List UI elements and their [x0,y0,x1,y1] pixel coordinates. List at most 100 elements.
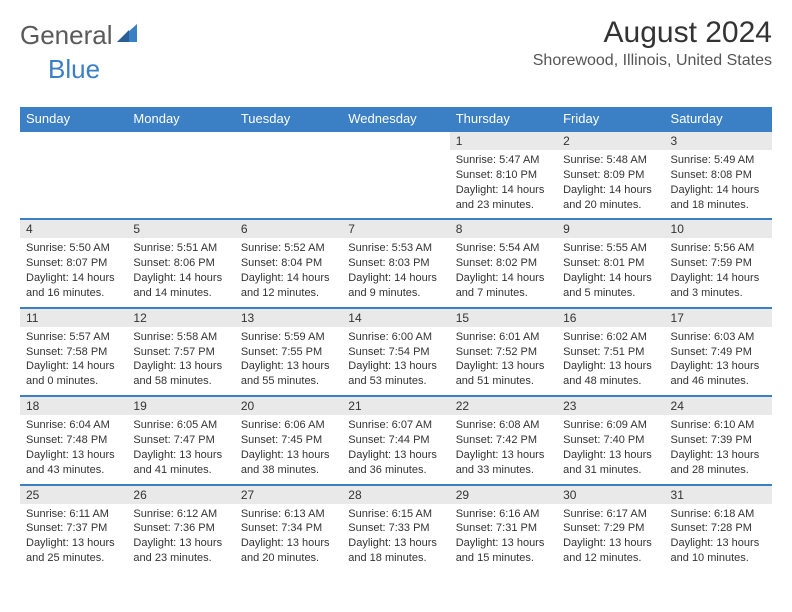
calendar-body: 1Sunrise: 5:47 AMSunset: 8:10 PMDaylight… [20,131,772,572]
sunrise-line: Sunrise: 6:04 AM [26,418,121,433]
calendar-day-cell: 9Sunrise: 5:55 AMSunset: 8:01 PMDaylight… [557,219,664,307]
daylight-line: Daylight: 13 hours and 33 minutes. [456,448,551,478]
day-content: Sunrise: 6:07 AMSunset: 7:44 PMDaylight:… [342,415,449,483]
day-content: Sunrise: 6:02 AMSunset: 7:51 PMDaylight:… [557,327,664,395]
calendar-day-cell: 7 Sunrise: 5:53 AMSunset: 8:03 PMDaylight… [342,219,449,307]
weekday-header: Monday [127,107,234,131]
day-content: Sunrise: 5:50 AMSunset: 8:07 PMDaylight:… [20,238,127,306]
calendar-day-cell: 1Sunrise: 5:47 AMSunset: 8:10 PMDaylight… [450,131,557,219]
day-content: Sunrise: 5:59 AMSunset: 7:55 PMDaylight:… [235,327,342,395]
sunset-line: Sunset: 8:04 PM [241,256,336,271]
sunrise-line: Sunrise: 5:59 AM [241,330,336,345]
calendar-day-cell: 10Sunrise: 5:56 AMSunset: 7:59 PMDayligh… [665,219,772,307]
day-number: 26 [127,486,234,504]
calendar-day-cell [342,131,449,219]
calendar-week-row: 1Sunrise: 5:47 AMSunset: 8:10 PMDaylight… [20,131,772,219]
sunrise-line: Sunrise: 5:53 AM [348,241,443,256]
calendar-day-cell: 16Sunrise: 6:02 AMSunset: 7:51 PMDayligh… [557,308,664,396]
day-content: Sunrise: 6:10 AMSunset: 7:39 PMDaylight:… [665,415,772,483]
calendar-day-cell: 31Sunrise: 6:18 AMSunset: 7:28 PMDayligh… [665,485,772,572]
day-content: Sunrise: 6:12 AMSunset: 7:36 PMDaylight:… [127,504,234,572]
calendar-day-cell: 27Sunrise: 6:13 AMSunset: 7:34 PMDayligh… [235,485,342,572]
sunrise-line: Sunrise: 6:09 AM [563,418,658,433]
day-content: Sunrise: 6:13 AMSunset: 7:34 PMDaylight:… [235,504,342,572]
day-number: 31 [665,486,772,504]
day-number: 16 [557,309,664,327]
sunrise-line: Sunrise: 5:50 AM [26,241,121,256]
sunset-line: Sunset: 8:03 PM [348,256,443,271]
daylight-line: Daylight: 13 hours and 20 minutes. [241,536,336,566]
sunset-line: Sunset: 7:33 PM [348,521,443,536]
day-content: Sunrise: 6:06 AMSunset: 7:45 PMDaylight:… [235,415,342,483]
sunset-line: Sunset: 8:07 PM [26,256,121,271]
weekday-header: Thursday [450,107,557,131]
calendar-day-cell: 3Sunrise: 5:49 AMSunset: 8:08 PMDaylight… [665,131,772,219]
sunset-line: Sunset: 7:55 PM [241,345,336,360]
daylight-line: Daylight: 14 hours and 5 minutes. [563,271,658,301]
calendar-day-cell: 21Sunrise: 6:07 AMSunset: 7:44 PMDayligh… [342,396,449,484]
sunrise-line: Sunrise: 6:05 AM [133,418,228,433]
day-number: 23 [557,397,664,415]
day-number: 24 [665,397,772,415]
sunrise-line: Sunrise: 6:01 AM [456,330,551,345]
calendar-day-cell [235,131,342,219]
weekday-header: Sunday [20,107,127,131]
day-number: 14 [342,309,449,327]
day-number: 27 [235,486,342,504]
day-number: 2 [557,132,664,150]
sunrise-line: Sunrise: 5:52 AM [241,241,336,256]
day-content: Sunrise: 5:54 AMSunset: 8:02 PMDaylight:… [450,238,557,306]
daylight-line: Daylight: 14 hours and 7 minutes. [456,271,551,301]
sunrise-line: Sunrise: 6:07 AM [348,418,443,433]
sunrise-line: Sunrise: 6:10 AM [671,418,766,433]
daylight-line: Daylight: 14 hours and 9 minutes. [348,271,443,301]
sunset-line: Sunset: 7:29 PM [563,521,658,536]
sunset-line: Sunset: 8:10 PM [456,168,551,183]
sunrise-line: Sunrise: 5:56 AM [671,241,766,256]
daylight-line: Daylight: 13 hours and 12 minutes. [563,536,658,566]
sunset-line: Sunset: 7:39 PM [671,433,766,448]
sunset-line: Sunset: 7:58 PM [26,345,121,360]
logo: General [20,16,141,51]
sunrise-line: Sunrise: 6:12 AM [133,507,228,522]
day-number: 19 [127,397,234,415]
day-content: Sunrise: 6:11 AMSunset: 7:37 PMDaylight:… [20,504,127,572]
daylight-line: Daylight: 14 hours and 18 minutes. [671,183,766,213]
sunset-line: Sunset: 8:01 PM [563,256,658,271]
day-number: 15 [450,309,557,327]
day-number: 22 [450,397,557,415]
sunrise-line: Sunrise: 6:18 AM [671,507,766,522]
day-content: Sunrise: 5:52 AMSunset: 8:04 PMDaylight:… [235,238,342,306]
weekday-header: Saturday [665,107,772,131]
day-number: 5 [127,220,234,238]
sunrise-line: Sunrise: 5:51 AM [133,241,228,256]
day-content: Sunrise: 6:03 AMSunset: 7:49 PMDaylight:… [665,327,772,395]
sunrise-line: Sunrise: 5:48 AM [563,153,658,168]
sunrise-line: Sunrise: 5:49 AM [671,153,766,168]
day-number: 21 [342,397,449,415]
daylight-line: Daylight: 13 hours and 41 minutes. [133,448,228,478]
day-number: 4 [20,220,127,238]
sunset-line: Sunset: 8:08 PM [671,168,766,183]
day-content: Sunrise: 6:08 AMSunset: 7:42 PMDaylight:… [450,415,557,483]
daylight-line: Daylight: 13 hours and 10 minutes. [671,536,766,566]
calendar-day-cell: 20Sunrise: 6:06 AMSunset: 7:45 PMDayligh… [235,396,342,484]
day-content: Sunrise: 6:05 AMSunset: 7:47 PMDaylight:… [127,415,234,483]
sunset-line: Sunset: 7:47 PM [133,433,228,448]
day-content: Sunrise: 6:00 AMSunset: 7:54 PMDaylight:… [342,327,449,395]
sunset-line: Sunset: 7:49 PM [671,345,766,360]
day-number: 7 [342,220,449,238]
calendar-day-cell: 23Sunrise: 6:09 AMSunset: 7:40 PMDayligh… [557,396,664,484]
sunrise-line: Sunrise: 6:06 AM [241,418,336,433]
sunrise-line: Sunrise: 6:13 AM [241,507,336,522]
sunset-line: Sunset: 7:54 PM [348,345,443,360]
sunset-line: Sunset: 7:48 PM [26,433,121,448]
calendar-week-row: 18Sunrise: 6:04 AMSunset: 7:48 PMDayligh… [20,396,772,484]
calendar-week-row: 4Sunrise: 5:50 AMSunset: 8:07 PMDaylight… [20,219,772,307]
sunrise-line: Sunrise: 6:02 AM [563,330,658,345]
daylight-line: Daylight: 13 hours and 43 minutes. [26,448,121,478]
day-number: 25 [20,486,127,504]
daylight-line: Daylight: 13 hours and 51 minutes. [456,359,551,389]
daylight-line: Daylight: 13 hours and 48 minutes. [563,359,658,389]
daylight-line: Daylight: 13 hours and 23 minutes. [133,536,228,566]
